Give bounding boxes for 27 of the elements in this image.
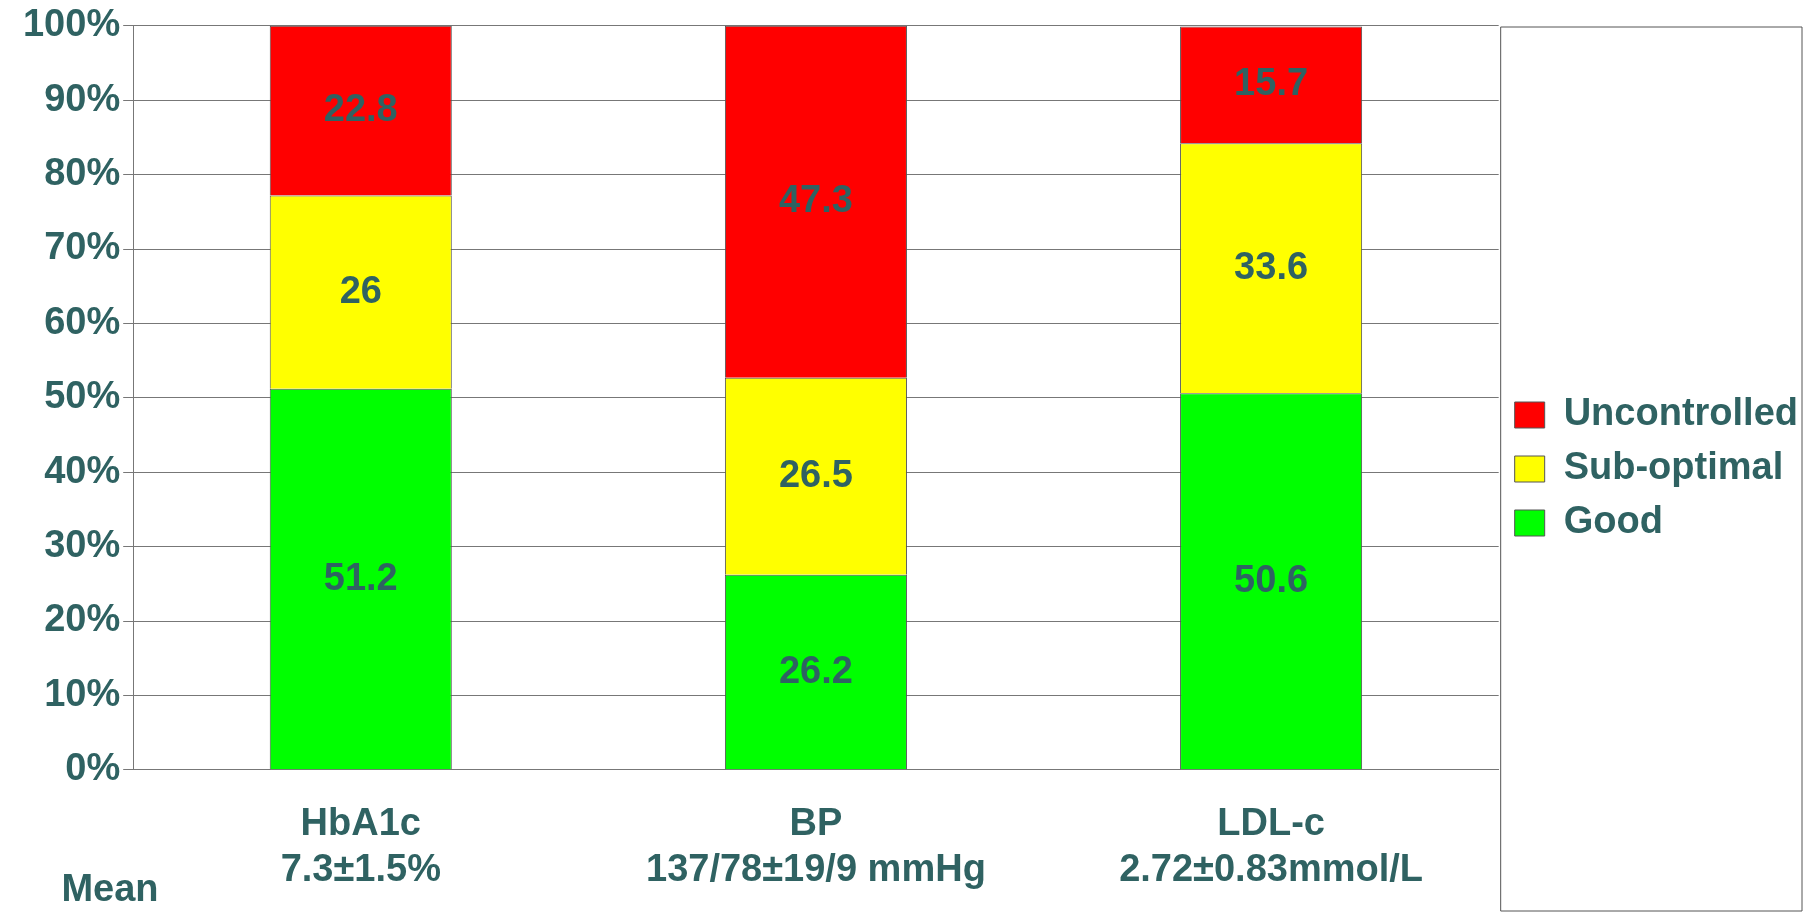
y-tick-label: 30% <box>44 523 121 566</box>
legend-label: Sub-optimal <box>1563 445 1784 488</box>
y-tick-label: 90% <box>44 76 121 119</box>
x-tick-label: LDL-c 2.72±0.83mmol/L <box>1119 801 1424 889</box>
legend-label: Uncontrolled <box>1563 391 1798 434</box>
data-label: 51.2 <box>323 555 398 598</box>
y-tick-label: 50% <box>44 374 121 417</box>
text: Mean <box>61 867 159 910</box>
data-label: 47.3 <box>778 178 853 221</box>
x-tick-label: BP 137/78±19/9 mmHg <box>646 801 986 889</box>
y-tick-label: 0% <box>65 746 121 789</box>
data-label: 15.7 <box>1234 61 1309 104</box>
y-tick-label: 60% <box>44 299 121 342</box>
y-tick-label: 80% <box>44 151 121 194</box>
data-label: 33.6 <box>1234 244 1309 287</box>
y-tick-label: 70% <box>44 225 121 268</box>
data-label: 26 <box>339 268 382 311</box>
y-tick-label: 20% <box>44 597 121 640</box>
data-label: 26.5 <box>778 452 853 495</box>
data-label: 26.2 <box>778 648 853 691</box>
x-tick-label: HbA1c 7.3±1.5% <box>280 801 441 889</box>
y-tick-label: 100% <box>22 2 121 45</box>
y-tick-label: 10% <box>44 671 121 714</box>
legend-label: Good <box>1563 499 1663 542</box>
data-label: 50.6 <box>1234 557 1309 600</box>
y-tick-label: 40% <box>44 448 121 491</box>
data-label: 22.8 <box>323 87 398 130</box>
